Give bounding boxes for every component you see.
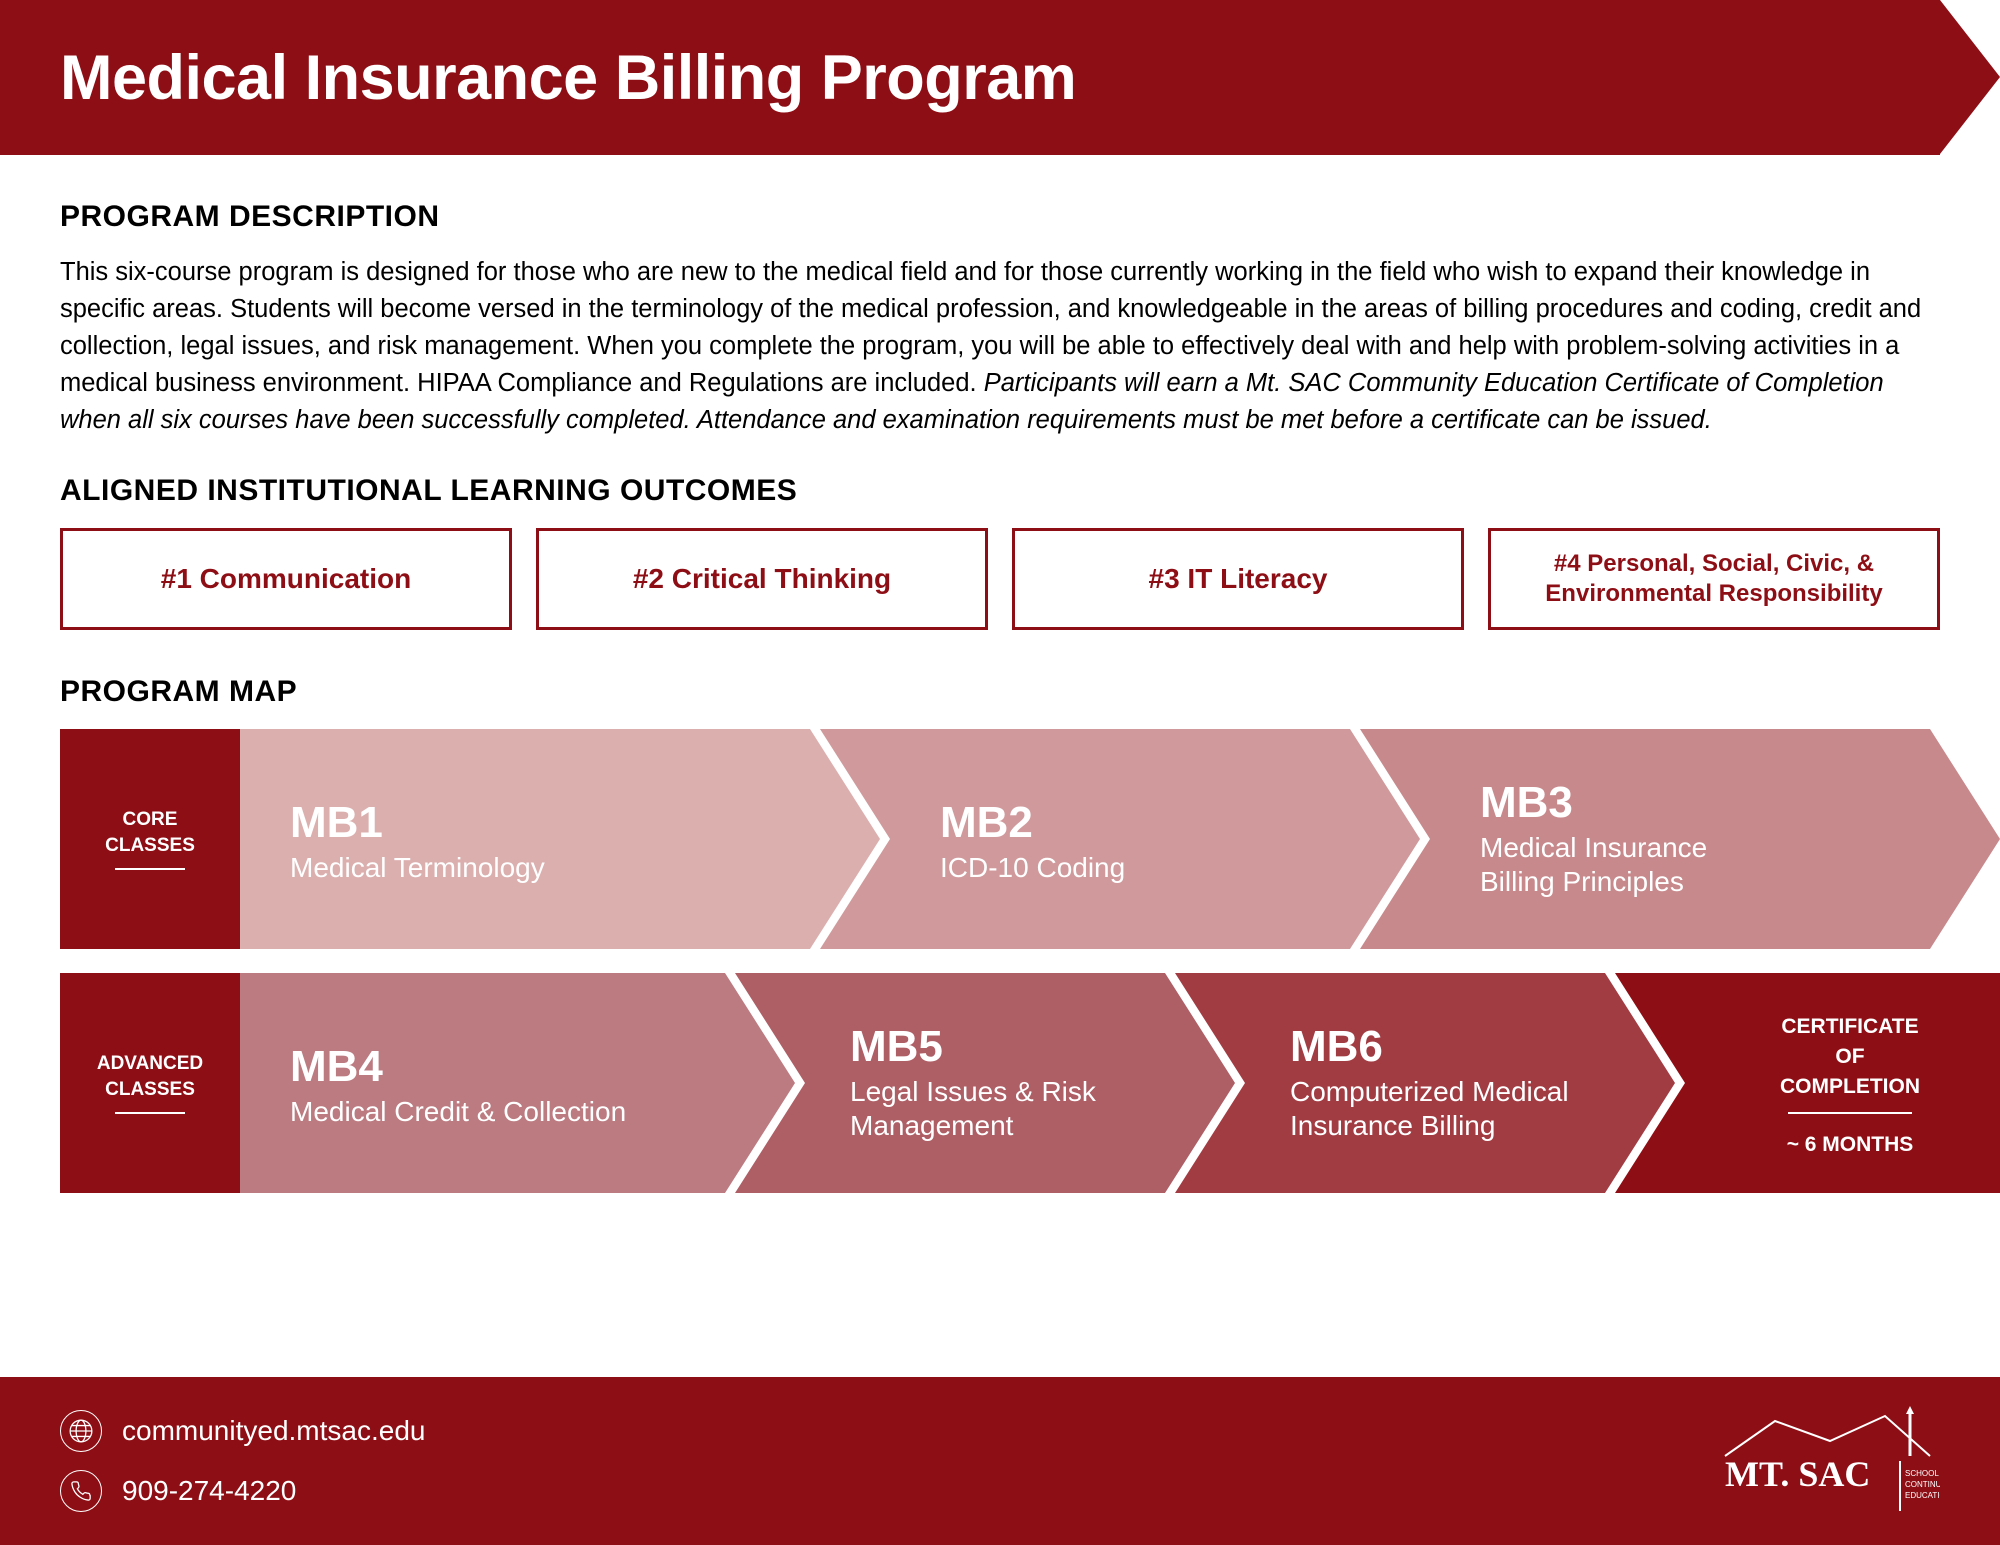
- phone-row: 909-274-4220: [60, 1470, 425, 1512]
- svg-text:MT. SAC: MT. SAC: [1725, 1454, 1870, 1494]
- core3-name1: Medical Insurance: [1480, 832, 1707, 863]
- page-title: Medical Insurance Billing Program: [60, 42, 1076, 114]
- core3-name2: Billing Principles: [1480, 866, 1684, 897]
- core-label-line2: CLASSES: [105, 833, 195, 859]
- description-heading: PROGRAM DESCRIPTION: [60, 200, 1940, 234]
- footer: communityed.mtsac.edu 909-274-4220 MT. S…: [0, 1377, 2000, 1545]
- svg-text:CONTINUING: CONTINUING: [1905, 1480, 1940, 1489]
- svg-text:EDUCATION: EDUCATION: [1905, 1491, 1940, 1500]
- cert-line3: COMPLETION: [1780, 1075, 1920, 1098]
- core3-code: MB3: [1480, 778, 1573, 827]
- outcome-4: #4 Personal, Social, Civic, & Environmen…: [1488, 528, 1940, 630]
- adv3-name2: Insurance Billing: [1290, 1110, 1495, 1141]
- adv1-code: MB4: [290, 1042, 383, 1091]
- cert-line2: OF: [1835, 1045, 1864, 1068]
- contact-column: communityed.mtsac.edu 909-274-4220: [60, 1410, 425, 1512]
- outcome-2: #2 Critical Thinking: [536, 528, 988, 630]
- adv1-name: Medical Credit & Collection: [290, 1096, 626, 1127]
- adv3-name1: Computerized Medical: [1290, 1076, 1569, 1107]
- outcome-1-label: #1 Communication: [161, 563, 411, 595]
- adv-label-underline: [115, 1112, 185, 1114]
- adv-label-block: ADVANCED CLASSES: [60, 973, 240, 1193]
- map-heading: PROGRAM MAP: [60, 675, 1940, 709]
- content-area: PROGRAM DESCRIPTION This six-course prog…: [0, 155, 2000, 1193]
- outcome-4-label: #4 Personal, Social, Civic, & Environmen…: [1505, 549, 1923, 609]
- core-chevron-2: [820, 729, 1420, 949]
- adv-svg: MB4 Medical Credit & Collection MB5 Lega…: [240, 973, 2000, 1193]
- phone-icon: [60, 1470, 102, 1512]
- core1-code: MB1: [290, 798, 383, 847]
- website-row: communityed.mtsac.edu: [60, 1410, 425, 1452]
- website-text: communityed.mtsac.edu: [122, 1415, 425, 1447]
- adv-label-line1: ADVANCED: [97, 1051, 203, 1077]
- core-row: CORE CLASSES MB1 Medical Terminology MB2…: [60, 729, 1940, 949]
- core-label-line1: CORE: [123, 807, 178, 833]
- phone-text: 909-274-4220: [122, 1475, 296, 1507]
- outcome-3-label: #3 IT Literacy: [1149, 563, 1328, 595]
- outcome-1: #1 Communication: [60, 528, 512, 630]
- core2-code: MB2: [940, 798, 1033, 847]
- core1-name: Medical Terminology: [290, 852, 545, 883]
- core-svg: MB1 Medical Terminology MB2 ICD-10 Codin…: [240, 729, 2000, 949]
- cert-duration: ~ 6 MONTHS: [1787, 1133, 1914, 1156]
- adv3-code: MB6: [1290, 1022, 1383, 1071]
- adv2-name2: Management: [850, 1110, 1014, 1141]
- advanced-row: ADVANCED CLASSES MB4 Medical Credit & Co…: [60, 973, 1940, 1193]
- logo: MT. SAC SCHOOL OF CONTINUING EDUCATION: [1720, 1401, 1940, 1521]
- mtsac-logo-svg: MT. SAC SCHOOL OF CONTINUING EDUCATION: [1720, 1401, 1940, 1516]
- core2-name: ICD-10 Coding: [940, 852, 1125, 883]
- outcomes-heading: ALIGNED INSTITUTIONAL LEARNING OUTCOMES: [60, 474, 1940, 508]
- globe-icon: [60, 1410, 102, 1452]
- outcome-2-label: #2 Critical Thinking: [633, 563, 891, 595]
- outcome-3: #3 IT Literacy: [1012, 528, 1464, 630]
- cert-line1: CERTIFICATE: [1781, 1015, 1918, 1038]
- outcomes-row: #1 Communication #2 Critical Thinking #3…: [60, 528, 1940, 630]
- adv2-name1: Legal Issues & Risk: [850, 1076, 1097, 1107]
- adv-label-line2: CLASSES: [105, 1077, 195, 1103]
- description-paragraph: This six-course program is designed for …: [60, 254, 1940, 439]
- core-label-underline: [115, 868, 185, 870]
- core-label-block: CORE CLASSES: [60, 729, 240, 949]
- header-banner: Medical Insurance Billing Program: [0, 0, 1940, 155]
- adv2-code: MB5: [850, 1022, 943, 1071]
- logo-sub1: SCHOOL OF: [1905, 1469, 1940, 1478]
